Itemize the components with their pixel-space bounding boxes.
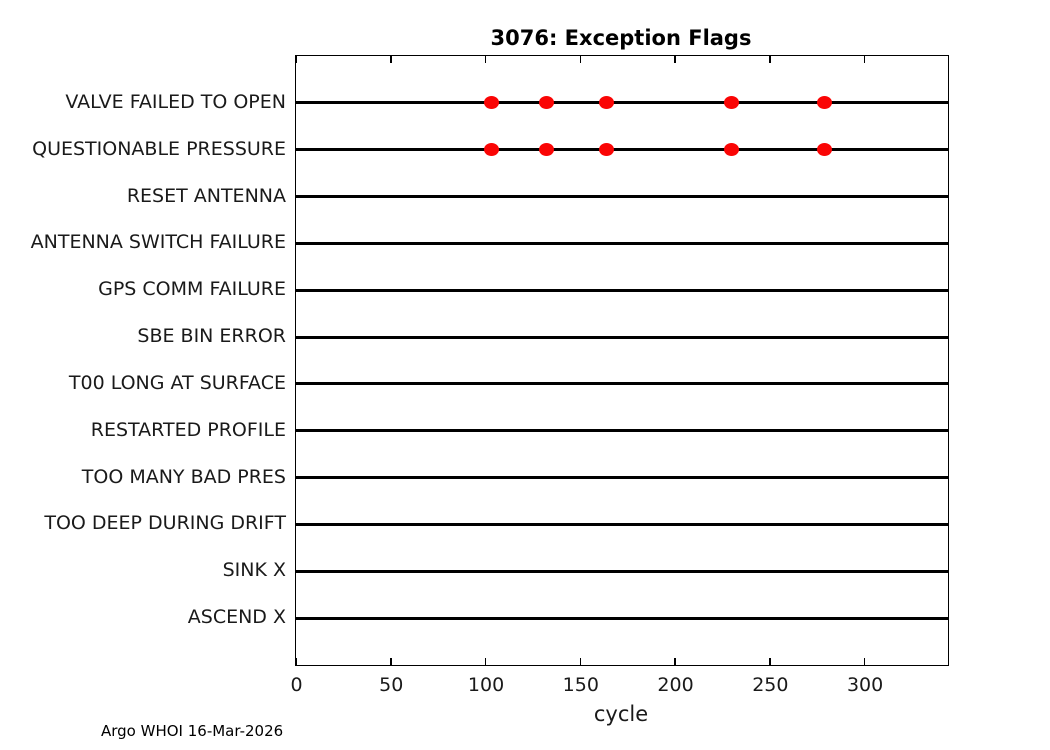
plot-area [295, 55, 949, 666]
data-point [817, 96, 833, 110]
x-axis-label: cycle [593, 702, 649, 726]
category-line [296, 569, 948, 573]
category-line [296, 382, 948, 386]
category-line [296, 522, 948, 526]
category-line [296, 429, 948, 433]
category-label: ANTENNA SWITCH FAILURE [30, 231, 286, 254]
x-tick-label: 300 [846, 674, 884, 696]
x-tick-top [769, 56, 771, 63]
x-tick-bottom [863, 658, 866, 665]
x-tick-top [295, 56, 297, 63]
x-tick-top [390, 56, 392, 63]
category-line [296, 288, 948, 292]
category-label: RESET ANTENNA [126, 184, 286, 207]
chart-title: 3076: Exception Flags [490, 26, 752, 50]
x-tick-bottom [769, 658, 771, 665]
x-tick-label: 150 [562, 674, 599, 696]
x-tick-bottom [674, 658, 676, 665]
data-point [724, 96, 740, 110]
category-line [296, 101, 948, 105]
category-line [296, 148, 948, 152]
data-point [599, 96, 615, 110]
category-label: RESTARTED PROFILE [90, 418, 286, 441]
category-line [296, 616, 948, 620]
x-tick-label: 200 [657, 674, 694, 696]
x-tick-bottom [579, 658, 582, 665]
category-label: QUESTIONABLE PRESSURE [32, 137, 286, 160]
category-line [296, 335, 948, 339]
x-tick-label: 50 [379, 674, 404, 696]
footer-text: Argo WHOI 16-Mar-2026 [101, 722, 284, 740]
x-tick-label: 100 [467, 674, 505, 696]
category-label: SINK X [222, 559, 286, 582]
category-label: SBE BIN ERROR [137, 325, 286, 348]
category-label: VALVE FAILED TO OPEN [65, 90, 286, 113]
category-line [296, 195, 948, 199]
x-tick-bottom [390, 658, 392, 665]
x-tick-label: 250 [752, 674, 789, 696]
x-tick-label: 0 [290, 674, 303, 696]
category-label: TOO MANY BAD PRES [81, 465, 286, 488]
data-point [538, 143, 554, 157]
category-label: T00 LONG AT SURFACE [68, 371, 286, 394]
data-point [817, 143, 833, 157]
x-tick-bottom [484, 658, 487, 665]
data-point [724, 143, 740, 157]
data-point [483, 96, 499, 110]
x-tick-top [863, 56, 866, 63]
x-tick-top [579, 56, 582, 63]
x-tick-bottom [295, 658, 297, 665]
data-point [599, 143, 615, 157]
data-point [538, 96, 554, 110]
category-line [296, 476, 948, 480]
category-label: ASCEND X [187, 606, 286, 629]
data-point [483, 143, 499, 157]
category-line [296, 241, 948, 245]
x-tick-top [484, 56, 487, 63]
category-label: GPS COMM FAILURE [98, 278, 286, 301]
category-label: TOO DEEP DURING DRIFT [44, 512, 286, 535]
x-tick-top [674, 56, 676, 63]
